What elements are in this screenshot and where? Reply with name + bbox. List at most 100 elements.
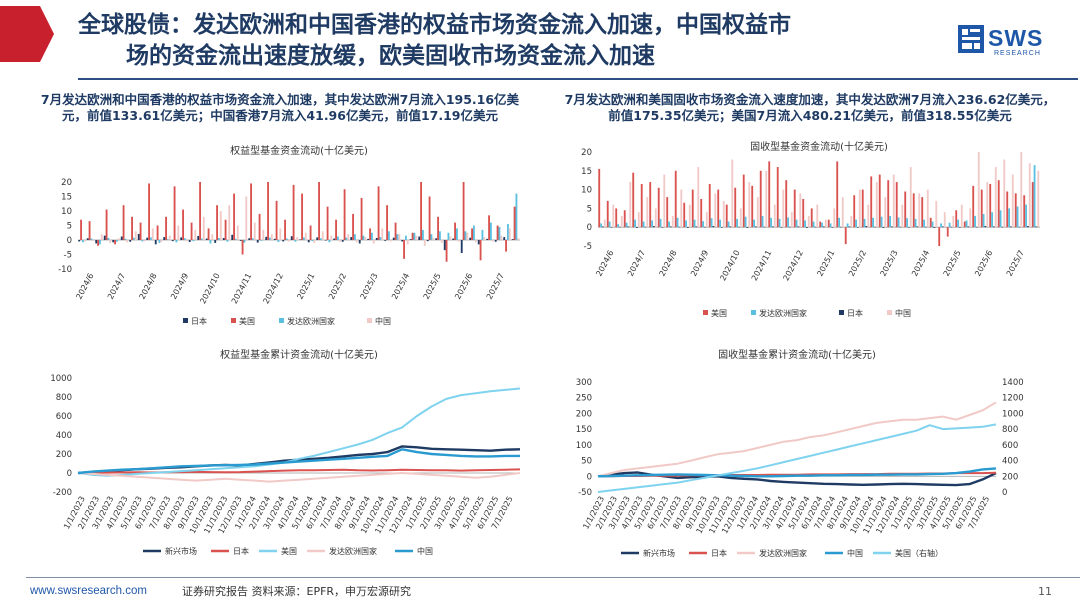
sws-logo: SWS RESEARCH xyxy=(956,22,1056,58)
bar-美国 xyxy=(963,221,966,228)
y2-tick-label: 600 xyxy=(1002,441,1018,451)
bar-中国 xyxy=(372,240,375,244)
bar-美国 xyxy=(742,174,745,228)
bar-中国 xyxy=(347,234,350,240)
bar-日本 xyxy=(103,235,106,240)
bar-美国 xyxy=(666,197,669,228)
bar-美国 xyxy=(700,199,703,228)
bar-美国 xyxy=(657,187,660,228)
y-tick-label: -5 xyxy=(64,251,72,261)
bar-日本 xyxy=(950,226,953,228)
legend-swatch xyxy=(887,310,892,315)
bar-美国 xyxy=(980,189,983,228)
bar-日本 xyxy=(1018,226,1021,228)
bar-美国 xyxy=(912,193,915,228)
website-link[interactable]: www.swsresearch.com xyxy=(30,585,147,597)
bar-日本 xyxy=(469,237,472,240)
bar-发达欧洲国家 xyxy=(676,217,679,228)
bar-中国 xyxy=(790,212,793,228)
bar-日本 xyxy=(452,238,455,240)
bar-美国 xyxy=(759,170,762,228)
bar-日本 xyxy=(290,236,293,240)
equity-flow-chart-panel: 权益型基金资金流动(十亿美元) -10 -5 0 5 10 15 20 2024/6 2024/7… xyxy=(20,136,540,334)
bar-日本 xyxy=(610,227,613,228)
y-tick-label: 0 xyxy=(67,236,72,246)
bar-中国 xyxy=(483,237,486,240)
bond-flow-chart-panel: 固收型基金资金流动(十亿美元) -5 0 5 10 15 20 2024/6 2024/7 202… xyxy=(560,136,1070,334)
bar-美国 xyxy=(386,205,388,240)
legend-label: 美国 xyxy=(281,546,297,556)
legend-label: 日本 xyxy=(847,308,863,318)
bar-中国 xyxy=(457,240,460,242)
bar-日本 xyxy=(771,226,774,228)
bar-发达欧洲国家 xyxy=(812,221,815,228)
bar-发达欧洲国家 xyxy=(277,240,280,243)
bar-发达欧洲国家 xyxy=(617,224,619,228)
bar-发达欧洲国家 xyxy=(141,240,144,242)
bar-美国 xyxy=(946,227,949,237)
bar-发达欧洲国家 xyxy=(999,210,1002,228)
bar-发达欧洲国家 xyxy=(642,221,645,228)
bar-中国 xyxy=(901,204,904,228)
bar-发达欧洲国家 xyxy=(243,240,246,243)
y-tick-label: 10 xyxy=(61,207,72,217)
bar-中国 xyxy=(168,235,171,240)
bar-发达欧洲国家 xyxy=(498,226,501,240)
bar-发达欧洲国家 xyxy=(455,228,458,240)
y-tick-label: -200 xyxy=(53,488,72,498)
x-tick-label: 2024/10 xyxy=(718,249,742,283)
bar-日本 xyxy=(712,226,715,228)
bar-发达欧洲国家 xyxy=(1008,208,1010,228)
bar-美国 xyxy=(895,182,898,228)
bar-中国 xyxy=(1003,159,1006,228)
bar-美国 xyxy=(1006,191,1009,228)
x-tick-label: 2025/2 xyxy=(327,272,348,301)
bar-日本 xyxy=(754,226,757,228)
bar-日本 xyxy=(477,240,480,245)
bar-日本 xyxy=(1001,226,1004,228)
bar-日本 xyxy=(822,226,825,228)
bar-中国 xyxy=(765,170,768,228)
legend-label: 新兴市场 xyxy=(643,548,675,558)
bar-中国 xyxy=(287,240,290,242)
bar-日本 xyxy=(899,226,902,228)
bar-发达欧洲国家 xyxy=(438,231,441,240)
logo-text: SWS xyxy=(988,25,1044,51)
bar-美国 xyxy=(955,210,958,228)
bar-日本 xyxy=(814,226,817,228)
bar-发达欧洲国家 xyxy=(192,240,195,242)
bar-中国 xyxy=(474,240,477,243)
bar-中国 xyxy=(185,240,188,242)
bar-发达欧洲国家 xyxy=(659,218,662,228)
bar-日本 xyxy=(780,227,783,228)
bar-美国 xyxy=(683,202,686,228)
bar-美国 xyxy=(717,189,720,228)
bar-中国 xyxy=(236,225,239,240)
bar-中国 xyxy=(279,228,282,240)
bar-美国 xyxy=(80,219,82,240)
legend-swatch xyxy=(279,318,284,323)
title-line-1: 全球股债：发达欧洲和中国香港的权益市场资金流入加速，中国权益市 xyxy=(78,12,791,38)
bar-日本 xyxy=(460,240,463,254)
bar-发达欧洲国家 xyxy=(1025,204,1027,228)
bar-日本 xyxy=(188,240,191,243)
bar-中国 xyxy=(748,182,751,228)
bar-日本 xyxy=(511,239,514,240)
bar-发达欧洲国家 xyxy=(931,221,934,228)
bar-中国 xyxy=(1037,170,1040,228)
bar-中国 xyxy=(449,236,452,240)
bar-中国 xyxy=(398,234,401,240)
bar-美国 xyxy=(275,200,278,240)
bar-日本 xyxy=(958,227,961,228)
bar-发达欧洲国家 xyxy=(234,238,237,240)
bar-发达欧洲国家 xyxy=(353,234,356,240)
legend-label: 发达欧洲国家 xyxy=(759,308,807,318)
bar-中国 xyxy=(253,222,256,240)
bar-中国 xyxy=(799,193,802,228)
bar-发达欧洲国家 xyxy=(200,238,203,240)
bar-中国 xyxy=(629,182,632,228)
bar-发达欧洲国家 xyxy=(1033,165,1036,228)
bar-日本 xyxy=(746,227,749,228)
bar-中国 xyxy=(228,205,231,240)
y2-tick-label: 1200 xyxy=(1002,394,1024,404)
